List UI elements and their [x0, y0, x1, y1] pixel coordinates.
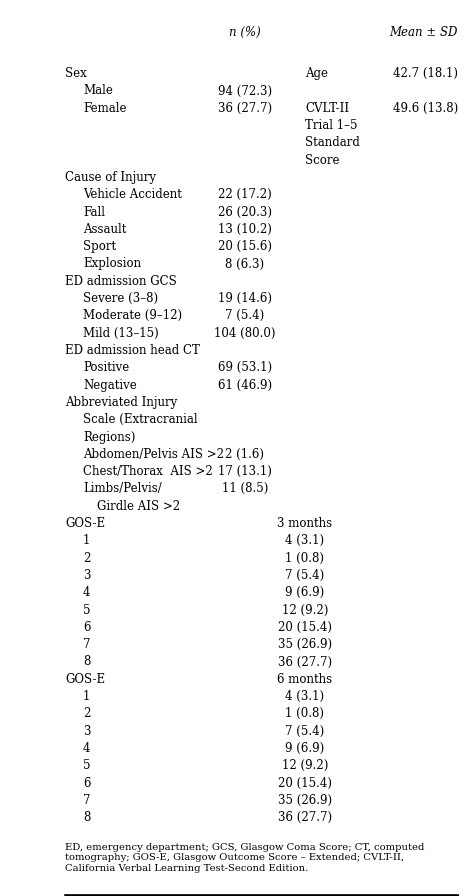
Text: 7: 7 [83, 638, 91, 651]
Text: 5: 5 [83, 604, 91, 616]
Text: 8: 8 [83, 811, 91, 824]
Text: 3: 3 [83, 725, 91, 737]
Text: Female: Female [83, 102, 127, 115]
Text: 7 (5.4): 7 (5.4) [225, 309, 264, 323]
Text: Standard: Standard [305, 136, 360, 150]
Text: 69 (53.1): 69 (53.1) [218, 361, 272, 375]
Text: 5: 5 [83, 759, 91, 772]
Text: 11 (8.5): 11 (8.5) [222, 482, 268, 495]
Text: 8: 8 [83, 656, 91, 668]
Text: Limbs/Pelvis/: Limbs/Pelvis/ [83, 482, 162, 495]
Text: 42.7 (18.1): 42.7 (18.1) [393, 67, 458, 80]
Text: Vehicle Accident: Vehicle Accident [83, 188, 182, 202]
Text: 6 months: 6 months [277, 673, 333, 685]
Text: 20 (15.4): 20 (15.4) [278, 777, 332, 789]
Text: Abbreviated Injury: Abbreviated Injury [65, 396, 177, 409]
Text: Trial 1–5: Trial 1–5 [305, 119, 357, 132]
Text: Male: Male [83, 84, 113, 98]
Text: Moderate (9–12): Moderate (9–12) [83, 309, 182, 323]
Text: 1: 1 [83, 690, 91, 703]
Text: Mean ± SD: Mean ± SD [390, 25, 458, 39]
Text: Sport: Sport [83, 240, 116, 254]
Text: Chest/Thorax  AIS >2: Chest/Thorax AIS >2 [83, 465, 213, 478]
Text: 13 (10.2): 13 (10.2) [218, 223, 272, 236]
Text: 35 (26.9): 35 (26.9) [278, 794, 332, 807]
Text: 94 (72.3): 94 (72.3) [218, 84, 272, 98]
Text: 19 (14.6): 19 (14.6) [218, 292, 272, 306]
Text: Assault: Assault [83, 223, 127, 236]
Text: ED, emergency department; GCS, Glasgow Coma Score; CT, computed
tomography; GOS-: ED, emergency department; GCS, Glasgow C… [65, 843, 424, 873]
Text: 1: 1 [83, 534, 91, 547]
Text: 9 (6.9): 9 (6.9) [285, 586, 325, 599]
Text: 61 (46.9): 61 (46.9) [218, 379, 272, 392]
Text: 12 (9.2): 12 (9.2) [282, 604, 328, 616]
Text: 20 (15.6): 20 (15.6) [218, 240, 272, 254]
Text: Abdomen/Pelvis AIS >2: Abdomen/Pelvis AIS >2 [83, 448, 224, 461]
Text: Severe (3–8): Severe (3–8) [83, 292, 158, 306]
Text: GOS-E: GOS-E [65, 673, 105, 685]
Text: 7: 7 [83, 794, 91, 807]
Text: 36 (27.7): 36 (27.7) [278, 811, 332, 824]
Text: ED admission GCS: ED admission GCS [65, 275, 177, 288]
Text: 1 (0.8): 1 (0.8) [285, 707, 325, 720]
Text: 7 (5.4): 7 (5.4) [285, 569, 325, 582]
Text: 3 months: 3 months [277, 517, 333, 530]
Text: 22 (17.2): 22 (17.2) [218, 188, 272, 202]
Text: Cause of Injury: Cause of Injury [65, 171, 156, 184]
Text: Positive: Positive [83, 361, 129, 375]
Text: 12 (9.2): 12 (9.2) [282, 759, 328, 772]
Text: n (%): n (%) [229, 25, 261, 39]
Text: Girdle AIS >2: Girdle AIS >2 [97, 500, 180, 513]
Text: 104 (80.0): 104 (80.0) [214, 327, 276, 340]
Text: Fall: Fall [83, 205, 105, 219]
Text: 9 (6.9): 9 (6.9) [285, 742, 325, 755]
Text: 36 (27.7): 36 (27.7) [218, 102, 272, 115]
Text: 2: 2 [83, 552, 91, 564]
Text: 8 (6.3): 8 (6.3) [226, 257, 264, 271]
Text: 1 (0.8): 1 (0.8) [285, 552, 325, 564]
Text: Negative: Negative [83, 379, 137, 392]
Text: Score: Score [305, 154, 339, 167]
Text: 6: 6 [83, 621, 91, 633]
Text: Age: Age [305, 67, 328, 80]
Text: CVLT-II: CVLT-II [305, 102, 349, 115]
Text: 4: 4 [83, 586, 91, 599]
Text: 4 (3.1): 4 (3.1) [285, 534, 325, 547]
Text: Mild (13–15): Mild (13–15) [83, 327, 159, 340]
Text: 17 (13.1): 17 (13.1) [218, 465, 272, 478]
Text: 7 (5.4): 7 (5.4) [285, 725, 325, 737]
Text: 35 (26.9): 35 (26.9) [278, 638, 332, 651]
Text: 26 (20.3): 26 (20.3) [218, 205, 272, 219]
Text: 36 (27.7): 36 (27.7) [278, 656, 332, 668]
Text: 4: 4 [83, 742, 91, 755]
Text: 4 (3.1): 4 (3.1) [285, 690, 325, 703]
Text: GOS-E: GOS-E [65, 517, 105, 530]
Text: 2 (1.6): 2 (1.6) [226, 448, 264, 461]
Text: ED admission head CT: ED admission head CT [65, 344, 200, 357]
Text: 20 (15.4): 20 (15.4) [278, 621, 332, 633]
Text: Scale (Extracranial: Scale (Extracranial [83, 413, 198, 426]
Text: Explosion: Explosion [83, 257, 141, 271]
Text: Regions): Regions) [83, 430, 136, 444]
Text: 49.6 (13.8): 49.6 (13.8) [393, 102, 458, 115]
Text: 3: 3 [83, 569, 91, 582]
Text: 6: 6 [83, 777, 91, 789]
Text: 2: 2 [83, 707, 91, 720]
Text: Sex: Sex [65, 67, 87, 80]
